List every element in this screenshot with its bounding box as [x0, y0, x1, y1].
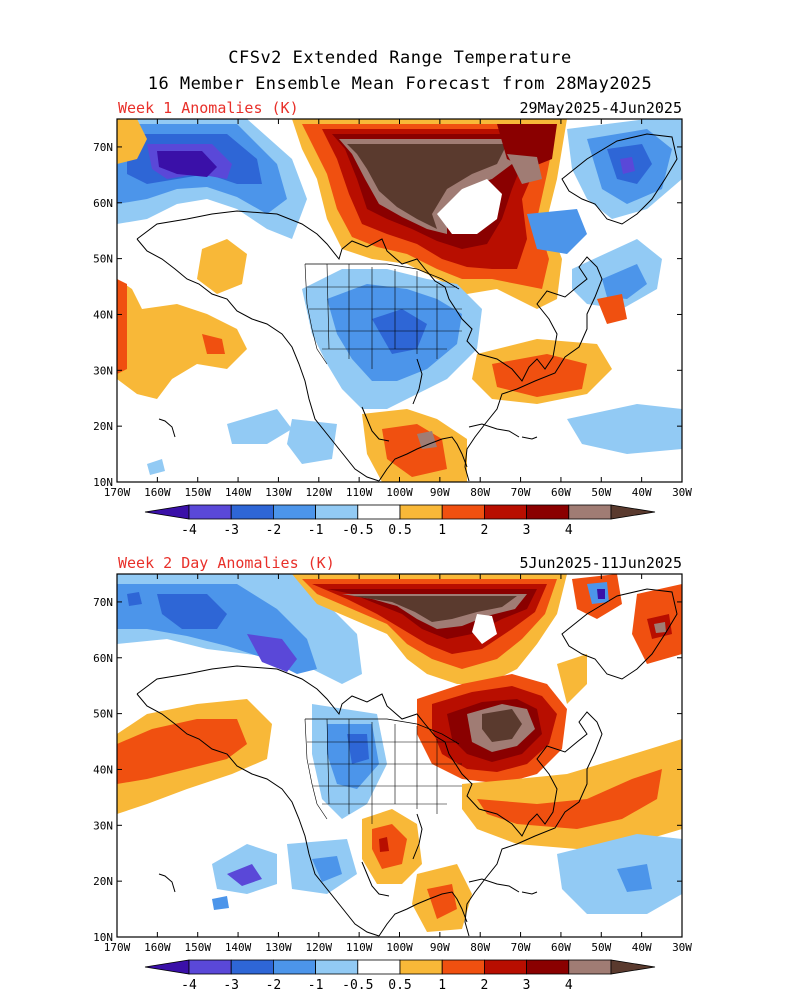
- week2-colorbar-swatch: [144, 959, 190, 975]
- week1-colorbar-swatch: [441, 504, 485, 520]
- week2-colorbar-swatch: [483, 959, 527, 975]
- week2-lon-label: 120W: [306, 941, 333, 954]
- week1-lat-label: 30N: [93, 364, 113, 377]
- week1-colorbar-swatch: [272, 504, 316, 520]
- week1-colorbar-swatch: [144, 504, 190, 520]
- week2-colorbar-label: 1: [438, 978, 446, 993]
- week2-colorbar-label: -4: [181, 978, 197, 993]
- week2-lon-label: 60W: [551, 941, 571, 954]
- week2-colorbar-label: -1: [308, 978, 324, 993]
- week2-map: [116, 573, 683, 938]
- week2-lon-label: 140W: [225, 941, 252, 954]
- week2-lat-label: 70N: [93, 596, 113, 609]
- week1-colorbar-label: -1: [308, 523, 324, 538]
- week1-colorbar-label: -3: [223, 523, 239, 538]
- week2-colorbar-label: -3: [223, 978, 239, 993]
- week2-label: Week 2 Day Anomalies (K): [118, 554, 335, 572]
- week2-colorbar-label: 3: [523, 978, 531, 993]
- week1-colorbar-label: -0.5: [342, 523, 373, 538]
- week2-lat-label: 60N: [93, 652, 113, 665]
- week2-colorbar-swatch: [188, 959, 232, 975]
- week1-colorbar-swatch: [315, 504, 359, 520]
- week1-lat-label: 20N: [93, 420, 113, 433]
- week2-colorbar-swatch: [399, 959, 443, 975]
- week1-colorbar-label: -4: [181, 523, 197, 538]
- week2-lat-label: 50N: [93, 708, 113, 721]
- week2-colorbar-swatch: [272, 959, 316, 975]
- week1-colorbar-label: 2: [480, 523, 488, 538]
- week2-lon-label: 130W: [265, 941, 292, 954]
- week1-colorbar-swatch: [357, 504, 401, 520]
- week1-lon-label: 40W: [632, 486, 652, 499]
- week2-colorbar-swatch: [315, 959, 359, 975]
- week1-colorbar-label: 4: [565, 523, 573, 538]
- week1-lon-label: 120W: [306, 486, 333, 499]
- week2-lat-label: 10N: [93, 931, 113, 944]
- week1-label: Week 1 Anomalies (K): [118, 99, 299, 117]
- week1-colorbar-label: 1: [438, 523, 446, 538]
- week1-lon-label: 100W: [386, 486, 413, 499]
- week1-lon-label: 130W: [265, 486, 292, 499]
- title-line-1: CFSv2 Extended Range Temperature: [228, 48, 572, 68]
- week1-colorbar-label: 0.5: [388, 523, 411, 538]
- week1-colorbar-label: -2: [266, 523, 282, 538]
- week2-colorbar-label: -0.5: [342, 978, 373, 993]
- week1-lon-label: 170W: [104, 486, 131, 499]
- week2-lat-label: 30N: [93, 819, 113, 832]
- week1-map: [116, 118, 683, 483]
- week2-colorbar-label: 2: [480, 978, 488, 993]
- week2-colorbar-swatch: [357, 959, 401, 975]
- week2-lon-label: 30W: [672, 941, 692, 954]
- week2-lon-label: 160W: [144, 941, 171, 954]
- week2-colorbar-swatch: [230, 959, 274, 975]
- week1-colorbar-swatch: [526, 504, 570, 520]
- week1-lon-label: 30W: [672, 486, 692, 499]
- week1-colorbar-swatch: [188, 504, 232, 520]
- week2-lat-label: 20N: [93, 875, 113, 888]
- week1-lat-label: 40N: [93, 308, 113, 321]
- week2-lon-label: 50W: [591, 941, 611, 954]
- week1-colorbar-swatch: [483, 504, 527, 520]
- title-line-2: 16 Member Ensemble Mean Forecast from 28…: [147, 74, 653, 94]
- week1-lat-label: 50N: [93, 253, 113, 266]
- week1-lon-label: 80W: [470, 486, 490, 499]
- week1-lon-label: 50W: [591, 486, 611, 499]
- week1-lon-label: 60W: [551, 486, 571, 499]
- week1-lon-label: 110W: [346, 486, 373, 499]
- week1-lat-label: 10N: [93, 476, 113, 489]
- week2-colorbar-label: 4: [565, 978, 573, 993]
- week1-colorbar-swatch: [399, 504, 443, 520]
- week2-colorbar-label: 0.5: [388, 978, 411, 993]
- week2-colorbar-swatch: [568, 959, 612, 975]
- week2-colorbar-label: -2: [266, 978, 282, 993]
- week2-dates: 5Jun2025-11Jun2025: [519, 554, 682, 572]
- week1-colorbar-swatch: [230, 504, 274, 520]
- week2-lat-label: 40N: [93, 763, 113, 776]
- week1-colorbar-swatch: [610, 504, 656, 520]
- week1-lat-label: 70N: [93, 141, 113, 154]
- week2-lon-label: 70W: [511, 941, 531, 954]
- week2-lon-label: 80W: [470, 941, 490, 954]
- week2-lon-label: 90W: [430, 941, 450, 954]
- week1-lat-label: 60N: [93, 197, 113, 210]
- week2-lon-label: 100W: [386, 941, 413, 954]
- week2-colorbar-swatch: [610, 959, 656, 975]
- week1-colorbar-swatch: [568, 504, 612, 520]
- week1-lon-label: 150W: [184, 486, 211, 499]
- week2-lon-label: 170W: [104, 941, 131, 954]
- week1-lon-label: 160W: [144, 486, 171, 499]
- week1-colorbar-label: 3: [523, 523, 531, 538]
- week2-colorbar-swatch: [526, 959, 570, 975]
- week2-colorbar-swatch: [441, 959, 485, 975]
- week1-dates: 29May2025-4Jun2025: [519, 99, 682, 117]
- week1-lon-label: 70W: [511, 486, 531, 499]
- week2-lon-label: 40W: [632, 941, 652, 954]
- week1-lon-label: 90W: [430, 486, 450, 499]
- week1-lon-label: 140W: [225, 486, 252, 499]
- week2-lon-label: 150W: [184, 941, 211, 954]
- week2-lon-label: 110W: [346, 941, 373, 954]
